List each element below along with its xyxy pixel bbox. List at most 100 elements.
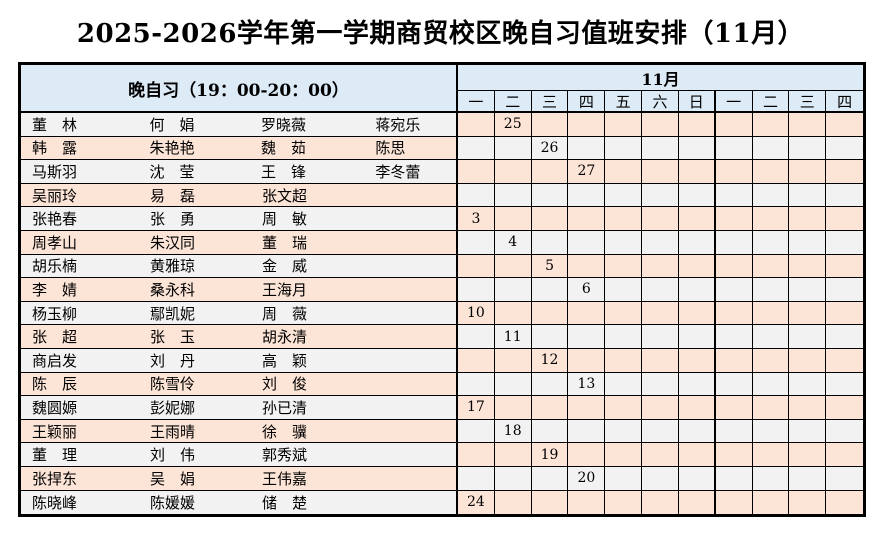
empty-date-cell bbox=[678, 160, 716, 184]
duty-date-cell: 12 bbox=[531, 348, 569, 373]
empty-date-cell bbox=[715, 372, 753, 397]
empty-date-cell bbox=[568, 490, 606, 515]
teacher-name: 张捍东 bbox=[32, 469, 78, 488]
empty-date-cell bbox=[678, 348, 716, 373]
empty-date-cell bbox=[458, 183, 495, 208]
teacher-name: 韩 露 bbox=[32, 139, 78, 158]
teacher-name: 徐 骥 bbox=[262, 422, 308, 441]
empty-date-cell bbox=[678, 419, 716, 444]
empty-date-cell bbox=[458, 278, 495, 302]
empty-date-cell bbox=[789, 372, 827, 397]
empty-date-cell bbox=[678, 113, 716, 137]
empty-date-cell bbox=[752, 396, 790, 420]
empty-date-cell bbox=[715, 325, 753, 349]
empty-date-cell bbox=[678, 466, 716, 491]
empty-date-cell bbox=[494, 136, 532, 161]
empty-date-cell bbox=[752, 207, 790, 231]
teacher-name: 周 薇 bbox=[262, 304, 308, 323]
teacher-name: 吴丽玲 bbox=[32, 186, 78, 205]
empty-date-cell bbox=[494, 490, 532, 515]
empty-date-cell bbox=[458, 136, 495, 161]
empty-date-cell bbox=[826, 301, 863, 326]
empty-date-cell bbox=[789, 490, 827, 515]
teacher-name: 商启发 bbox=[32, 351, 78, 370]
teacher-name: 陈晓峰 bbox=[32, 493, 78, 512]
empty-date-cell bbox=[715, 278, 753, 302]
empty-date-cell bbox=[568, 113, 606, 137]
empty-date-cell bbox=[531, 490, 569, 515]
day-header-thu2: 四 bbox=[826, 91, 863, 113]
empty-date-cell bbox=[678, 443, 716, 467]
empty-date-cell bbox=[678, 396, 716, 420]
empty-date-cell bbox=[752, 254, 790, 279]
empty-date-cell bbox=[605, 207, 643, 231]
empty-date-cell bbox=[458, 372, 495, 397]
empty-date-cell bbox=[752, 301, 790, 326]
teacher-name: 郭秀斌 bbox=[262, 446, 308, 465]
empty-date-cell bbox=[715, 396, 753, 420]
duty-row-names: 陈 辰 陈雪伶 刘 俊 bbox=[21, 372, 458, 397]
empty-date-cell bbox=[678, 301, 716, 326]
teacher-name: 王伟嘉 bbox=[262, 469, 308, 488]
empty-date-cell bbox=[494, 160, 532, 184]
teacher-name: 王海月 bbox=[262, 280, 308, 299]
teacher-name: 朱艳艳 bbox=[149, 139, 195, 158]
empty-date-cell bbox=[642, 230, 679, 255]
day-header-thu1: 四 bbox=[568, 91, 606, 113]
empty-date-cell bbox=[568, 183, 606, 208]
duty-date-cell: 24 bbox=[458, 490, 495, 515]
teacher-name: 李 婧 bbox=[32, 280, 78, 299]
day-header-tue1: 二 bbox=[494, 91, 532, 113]
duty-row-names: 杨玉柳 鄢凯妮 周 薇 bbox=[21, 301, 458, 326]
empty-date-cell bbox=[752, 419, 790, 444]
empty-date-cell bbox=[715, 183, 753, 208]
duty-date-cell: 25 bbox=[494, 113, 532, 137]
day-header-sat1: 六 bbox=[642, 91, 679, 113]
page-title: 2025-2026学年第一学期商贸校区晚自习值班安排（11月） bbox=[76, 19, 805, 49]
empty-date-cell bbox=[531, 372, 569, 397]
empty-date-cell bbox=[531, 325, 569, 349]
empty-date-cell bbox=[568, 325, 606, 349]
teacher-name: 张 勇 bbox=[150, 210, 196, 229]
duty-roster-table: 晚自习（19：00-20：00） 11月 一 二 三 四 五 六 日 一 二 三… bbox=[18, 62, 866, 518]
empty-date-cell bbox=[678, 207, 716, 231]
empty-date-cell bbox=[789, 325, 827, 349]
empty-date-cell bbox=[826, 160, 863, 184]
empty-date-cell bbox=[458, 443, 495, 467]
empty-date-cell bbox=[494, 372, 532, 397]
teacher-name: 彭妮娜 bbox=[150, 398, 196, 417]
duty-row-names: 董 理 刘 伟 郭秀斌 bbox=[21, 443, 458, 467]
duty-row-names: 张捍东 吴 娟 王伟嘉 bbox=[21, 466, 458, 491]
empty-date-cell bbox=[458, 230, 495, 255]
duty-row-names: 张 超 张 玉 胡永清 bbox=[21, 325, 458, 349]
empty-date-cell bbox=[752, 230, 790, 255]
teacher-name: 金 威 bbox=[262, 257, 308, 276]
empty-date-cell bbox=[826, 396, 863, 420]
empty-date-cell bbox=[458, 348, 495, 373]
empty-date-cell bbox=[642, 419, 679, 444]
duty-date-cell: 6 bbox=[568, 278, 606, 302]
duty-date-cell: 27 bbox=[568, 160, 606, 184]
empty-date-cell bbox=[605, 325, 643, 349]
empty-date-cell bbox=[789, 278, 827, 302]
teacher-name: 高 颖 bbox=[262, 351, 308, 370]
empty-date-cell bbox=[826, 490, 863, 515]
teacher-name: 王雨晴 bbox=[150, 422, 196, 441]
empty-date-cell bbox=[678, 278, 716, 302]
teacher-name: 罗晓薇 bbox=[260, 115, 306, 134]
empty-date-cell bbox=[568, 419, 606, 444]
empty-date-cell bbox=[605, 396, 643, 420]
month-header: 11月 bbox=[458, 65, 863, 91]
empty-date-cell bbox=[715, 490, 753, 515]
empty-date-cell bbox=[568, 443, 606, 467]
empty-date-cell bbox=[494, 443, 532, 467]
empty-date-cell bbox=[826, 136, 863, 161]
duty-row-names: 陈晓峰 陈媛媛 储 楚 bbox=[21, 490, 458, 515]
empty-date-cell bbox=[789, 183, 827, 208]
empty-date-cell bbox=[789, 113, 827, 137]
empty-date-cell bbox=[715, 113, 753, 137]
day-header-wed2: 三 bbox=[789, 91, 827, 113]
empty-date-cell bbox=[752, 348, 790, 373]
empty-date-cell bbox=[789, 301, 827, 326]
empty-date-cell bbox=[568, 207, 606, 231]
